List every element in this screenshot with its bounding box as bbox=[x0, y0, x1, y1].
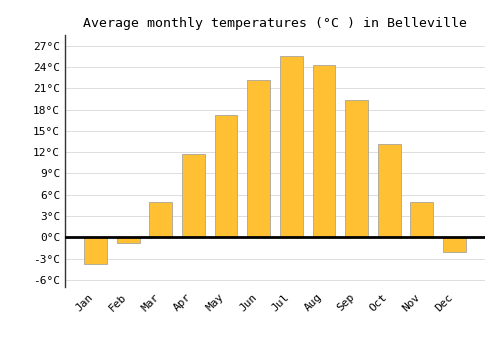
Bar bbox=[116, 237, 140, 243]
Bar bbox=[182, 154, 205, 237]
Bar bbox=[410, 202, 434, 237]
Bar bbox=[443, 237, 466, 252]
Bar bbox=[84, 237, 107, 264]
Bar bbox=[378, 144, 400, 237]
Bar bbox=[150, 202, 172, 237]
Title: Average monthly temperatures (°C ) in Belleville: Average monthly temperatures (°C ) in Be… bbox=[83, 17, 467, 30]
Bar bbox=[214, 115, 238, 237]
Bar bbox=[280, 56, 302, 237]
Bar bbox=[312, 65, 336, 237]
Bar bbox=[248, 80, 270, 237]
Bar bbox=[345, 100, 368, 237]
